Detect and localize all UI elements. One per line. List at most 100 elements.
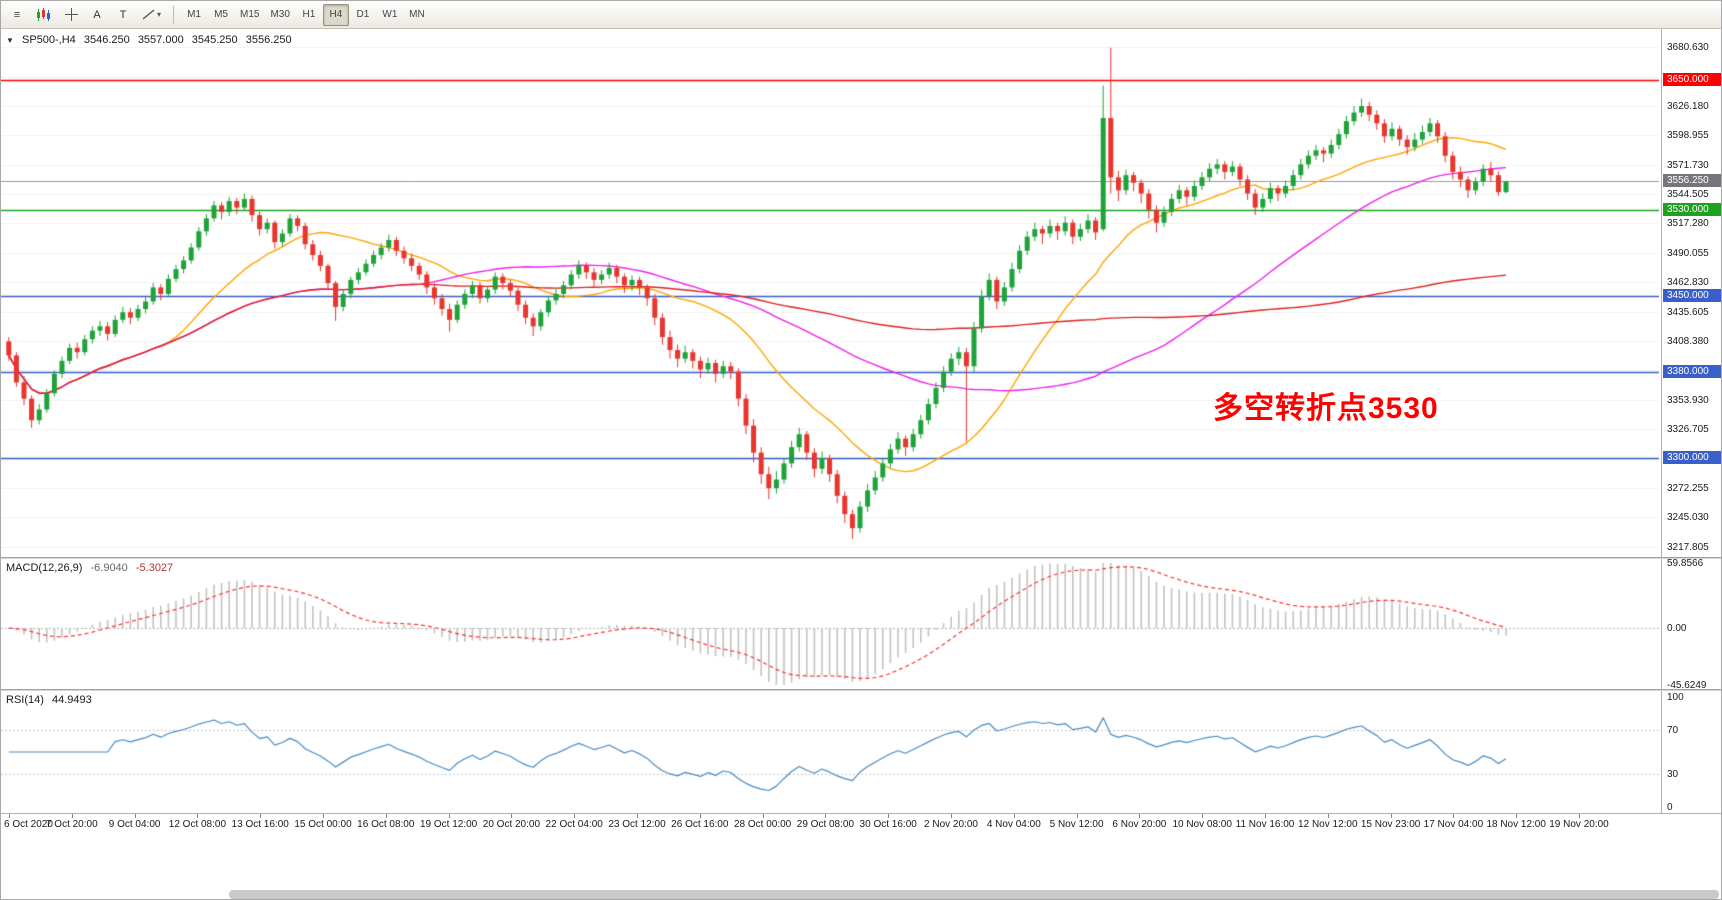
shape-tool-button[interactable]: T [111,4,135,26]
high-value: 3557.000 [137,34,184,46]
time-axis[interactable]: 6 Oct 2020 7 Oct 20:00 9 Oct 04:00 12 Oct 0… [1,813,1721,835]
menu-button[interactable]: ≡ [5,4,29,26]
date-axis-label: 5 Nov 12:00 [1049,819,1104,830]
date-tick-mark [1516,814,1518,818]
rsi-axis-label: 0 [1667,802,1673,813]
macd-pane-splitter[interactable] [1,557,1721,559]
macd-axis-label: -45.6249 [1667,680,1707,691]
price-axis-label: 3353.930 [1667,394,1709,406]
price-axis[interactable]: 3680.6303653.4053626.1803598.9553571.730… [1661,29,1721,813]
date-tick-mark [448,814,450,818]
macd-axis-label: 59.8566 [1667,558,1704,569]
price-level-badge: 3650.000 [1663,73,1721,87]
date-tick-mark [825,814,827,818]
date-axis-label: 26 Oct 16:00 [671,819,729,830]
date-tick-mark [699,814,701,818]
date-axis-label: 15 Nov 23:00 [1360,819,1421,830]
price-axis-label: 3571.730 [1667,159,1709,171]
price-level-badge: 3530.000 [1663,202,1721,216]
date-tick-mark [1579,814,1580,818]
timeframe-button-m1[interactable]: M1 [181,4,207,26]
date-tick-mark [574,814,576,818]
timeframe-button-m15[interactable]: M15 [235,4,264,26]
menu-icon: ≡ [13,8,21,21]
date-tick-mark [9,814,10,818]
macd-main-value: -6.9040 [90,562,128,574]
date-axis-label: 10 Nov 08:00 [1172,819,1232,830]
date-tick-mark [1265,814,1266,818]
date-axis-label: 20 Oct 20:00 [482,819,541,830]
price-axis-label: 3598.955 [1667,130,1709,142]
symbol-timeframe-label: SP500-,H4 [21,34,76,46]
rsi-info-label: RSI(14) 44.9493 [6,694,97,706]
date-axis-label: 19 Oct 12:00 [419,819,478,830]
date-tick-mark [260,814,262,818]
date-tick-mark [71,814,73,818]
date-axis-label: 4 Nov 04:00 [986,819,1041,830]
rsi-pane-splitter[interactable] [1,689,1721,691]
macd-signal-value: -5.3027 [135,562,174,574]
timeframe-button-m30[interactable]: M30 [265,4,294,26]
date-axis-label: 28 Oct 00:00 [733,819,792,830]
timeframe-button-mn[interactable]: MN [404,4,430,26]
date-tick-mark [637,814,638,818]
crosshair-button[interactable] [59,4,83,26]
price-axis-label: 3462.830 [1667,277,1709,289]
rsi-axis-label: 30 [1667,769,1679,780]
timeframe-button-h1[interactable]: H1 [296,4,322,26]
price-level-badge: 3300.000 [1663,451,1721,464]
crosshair-icon [64,8,78,21]
chart-info-label: ▼ SP500-,H4 3546.250 3557.000 3545.250 3… [6,34,297,46]
date-axis-label: 13 Oct 16:00 [231,819,289,830]
rsi-axis-label: 70 [1667,725,1679,736]
date-axis-label: 11 Nov 16:00 [1235,819,1295,830]
date-tick-mark [1076,814,1078,818]
date-axis-label: 22 Oct 04:00 [545,819,603,830]
horizontal-scrollbar[interactable] [229,890,1719,899]
price-axis-label: 3544.505 [1667,189,1709,201]
timeframe-button-w1[interactable]: W1 [377,4,403,26]
date-axis-label: 23 Oct 12:00 [608,819,666,830]
chart-type-button[interactable] [31,4,57,26]
rsi-axis-label: 100 [1667,692,1684,703]
timeframe-button-m5[interactable]: M5 [208,4,234,26]
date-tick-mark [762,814,764,818]
date-axis-label: 6 Oct 2020 [4,819,53,830]
date-axis-label: 2 Nov 20:00 [924,819,978,830]
price-axis-label: 3680.630 [1667,42,1709,54]
date-tick-mark [511,814,513,818]
macd-name: MACD(12,26,9) [6,562,83,574]
price-level-badge: 3450.000 [1663,289,1721,303]
date-axis-label: 18 Nov 12:00 [1486,819,1546,830]
date-tick-mark [1202,814,1204,818]
rsi-value: 44.9493 [51,694,92,706]
price-axis-label: 3245.030 [1667,512,1709,524]
date-tick-mark [1013,814,1015,818]
toolbar: ≡ A T ▾ M1 M5 M15 M30 H1 H4 D1 W1 MN [1,1,1721,29]
date-axis-label: 19 Nov 20:00 [1549,819,1609,830]
price-axis-label: 3517.280 [1667,218,1709,230]
timeframe-button-d1[interactable]: D1 [350,4,376,26]
collapse-arrow-icon[interactable]: ▼ [6,36,14,45]
toolbar-separator [173,5,175,24]
trendline-icon [142,9,155,20]
candlestick-chart-icon [37,7,50,21]
macd-info-label: MACD(12,26,9) -6.9040 -5.3027 [6,562,178,574]
date-tick-mark [1453,814,1455,818]
date-axis-label: 12 Nov 12:00 [1298,819,1358,830]
text-tool-button[interactable]: A [85,4,109,26]
date-axis-label: 6 Nov 20:00 [1112,819,1167,830]
date-tick-mark [1139,814,1141,818]
date-tick-mark [134,814,136,818]
date-tick-mark [888,814,890,818]
price-axis-label: 3490.055 [1667,247,1709,259]
date-tick-mark [1390,814,1392,818]
objects-dropdown-button[interactable]: ▾ [137,4,166,26]
price-axis-label: 3272.255 [1667,482,1709,494]
date-axis-label: 9 Oct 04:00 [108,819,161,830]
chart-text-annotation[interactable]: 多空转折点3530 [1213,392,1439,425]
macd-axis-label: 0.00 [1667,623,1687,635]
timeframe-button-h4[interactable]: H4 [322,3,349,26]
